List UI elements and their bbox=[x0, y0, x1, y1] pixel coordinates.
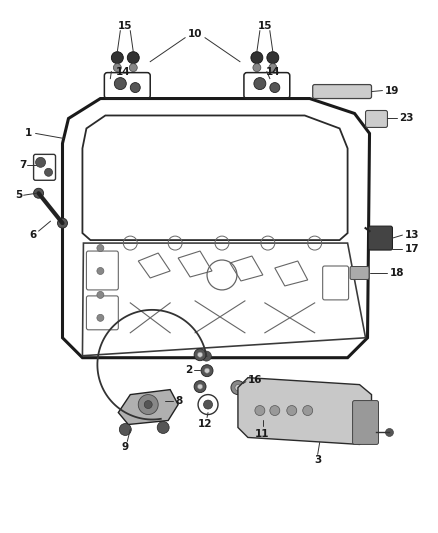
Circle shape bbox=[267, 52, 279, 63]
Circle shape bbox=[270, 83, 280, 93]
Text: 19: 19 bbox=[385, 86, 399, 95]
Circle shape bbox=[235, 385, 241, 391]
Circle shape bbox=[113, 63, 121, 71]
Circle shape bbox=[204, 400, 212, 409]
Circle shape bbox=[253, 63, 261, 71]
Text: 14: 14 bbox=[265, 67, 280, 77]
Text: 1: 1 bbox=[25, 128, 32, 139]
Text: 6: 6 bbox=[29, 230, 36, 240]
FancyBboxPatch shape bbox=[368, 226, 392, 250]
Text: 14: 14 bbox=[116, 67, 131, 77]
Circle shape bbox=[254, 78, 266, 90]
Circle shape bbox=[45, 168, 53, 176]
Circle shape bbox=[130, 83, 140, 93]
Circle shape bbox=[129, 63, 137, 71]
FancyBboxPatch shape bbox=[353, 401, 378, 445]
Circle shape bbox=[127, 52, 139, 63]
Circle shape bbox=[34, 188, 43, 198]
Circle shape bbox=[157, 422, 169, 433]
Text: 17: 17 bbox=[404, 244, 419, 254]
Text: 2: 2 bbox=[185, 365, 192, 375]
Circle shape bbox=[138, 394, 158, 415]
Polygon shape bbox=[238, 378, 371, 445]
Text: 13: 13 bbox=[404, 230, 419, 240]
Circle shape bbox=[97, 292, 104, 298]
Circle shape bbox=[97, 245, 104, 252]
Circle shape bbox=[194, 349, 206, 361]
Circle shape bbox=[205, 368, 209, 373]
Circle shape bbox=[114, 78, 126, 90]
Circle shape bbox=[111, 52, 124, 63]
Text: 23: 23 bbox=[399, 114, 414, 124]
Circle shape bbox=[198, 384, 202, 389]
Circle shape bbox=[255, 408, 269, 422]
Circle shape bbox=[270, 406, 280, 416]
Text: 9: 9 bbox=[122, 442, 129, 453]
Text: 10: 10 bbox=[188, 29, 202, 39]
Circle shape bbox=[97, 314, 104, 321]
Text: 18: 18 bbox=[389, 268, 404, 278]
Text: 5: 5 bbox=[15, 190, 22, 200]
Circle shape bbox=[231, 381, 245, 394]
Circle shape bbox=[269, 63, 277, 71]
Circle shape bbox=[57, 218, 67, 228]
Circle shape bbox=[119, 424, 131, 435]
Circle shape bbox=[35, 157, 46, 167]
Text: 8: 8 bbox=[175, 395, 182, 406]
Circle shape bbox=[194, 381, 206, 393]
Circle shape bbox=[251, 52, 263, 63]
Circle shape bbox=[303, 406, 313, 416]
Text: 12: 12 bbox=[198, 419, 212, 430]
FancyBboxPatch shape bbox=[366, 110, 388, 127]
Text: 15: 15 bbox=[118, 21, 133, 31]
Polygon shape bbox=[118, 390, 178, 424]
Circle shape bbox=[97, 268, 104, 274]
FancyBboxPatch shape bbox=[350, 266, 369, 279]
Text: 11: 11 bbox=[254, 430, 269, 440]
Circle shape bbox=[201, 365, 213, 377]
Text: 16: 16 bbox=[248, 375, 262, 385]
Circle shape bbox=[198, 352, 202, 357]
Circle shape bbox=[144, 401, 152, 409]
Circle shape bbox=[255, 406, 265, 416]
Circle shape bbox=[385, 429, 393, 437]
Text: 15: 15 bbox=[258, 21, 272, 31]
Text: 3: 3 bbox=[314, 455, 321, 465]
Circle shape bbox=[201, 351, 212, 361]
FancyBboxPatch shape bbox=[313, 85, 371, 99]
Text: 7: 7 bbox=[19, 160, 26, 171]
Circle shape bbox=[287, 406, 297, 416]
